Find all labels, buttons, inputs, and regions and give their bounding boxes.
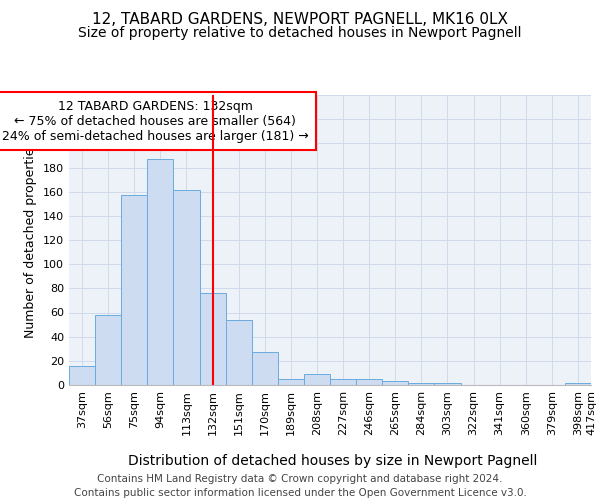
Bar <box>252 352 278 385</box>
Bar <box>199 293 226 385</box>
Text: 12 TABARD GARDENS: 132sqm
← 75% of detached houses are smaller (564)
24% of semi: 12 TABARD GARDENS: 132sqm ← 75% of detac… <box>2 100 308 143</box>
Bar <box>278 379 304 385</box>
Bar <box>226 320 252 385</box>
Y-axis label: Number of detached properties: Number of detached properties <box>25 142 37 338</box>
Bar <box>434 382 461 385</box>
Bar <box>121 196 148 385</box>
Bar <box>330 379 356 385</box>
Text: 12, TABARD GARDENS, NEWPORT PAGNELL, MK16 0LX: 12, TABARD GARDENS, NEWPORT PAGNELL, MK1… <box>92 12 508 28</box>
Text: Size of property relative to detached houses in Newport Pagnell: Size of property relative to detached ho… <box>78 26 522 40</box>
Bar <box>409 382 434 385</box>
Bar <box>95 315 121 385</box>
Text: Distribution of detached houses by size in Newport Pagnell: Distribution of detached houses by size … <box>128 454 538 468</box>
Bar <box>304 374 330 385</box>
Bar <box>565 382 591 385</box>
Bar <box>173 190 199 385</box>
Bar <box>356 379 382 385</box>
Bar <box>148 159 173 385</box>
Bar <box>382 382 409 385</box>
Text: Contains HM Land Registry data © Crown copyright and database right 2024.
Contai: Contains HM Land Registry data © Crown c… <box>74 474 526 498</box>
Bar <box>69 366 95 385</box>
